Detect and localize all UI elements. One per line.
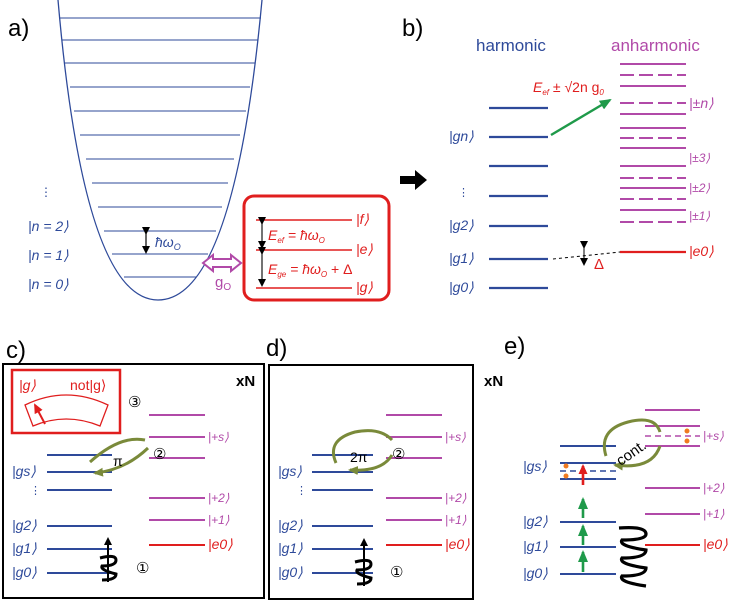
panel-d-label: d) bbox=[266, 335, 287, 362]
d-drive-coil bbox=[354, 558, 373, 586]
c-ket-plus-1: |+1⟩ bbox=[208, 513, 230, 527]
d-ket-gs: |gs⟩ bbox=[278, 463, 302, 479]
e-ket-plus-2: |+2⟩ bbox=[703, 481, 725, 495]
e-ket-g0: |g0⟩ bbox=[523, 565, 548, 581]
harmonic-ellipsis: ⋮ bbox=[458, 187, 469, 199]
atom-box bbox=[242, 194, 391, 302]
panel-a-label: a) bbox=[8, 15, 29, 42]
c-ket-g1: |g1⟩ bbox=[12, 540, 37, 556]
panel-a: a) ⋮ |n = 2⟩ |n = 1⟩ |n = 0⟩ ħωO gO bbox=[8, 0, 391, 302]
ket-n0: |n = 0⟩ bbox=[28, 276, 69, 292]
d-step2: ② bbox=[392, 446, 405, 463]
ket-e0: |e0⟩ bbox=[689, 243, 714, 259]
cont-loop bbox=[602, 418, 662, 466]
ket-pm-1: |±1⟩ bbox=[689, 209, 710, 223]
ket-gn: |gn⟩ bbox=[449, 128, 474, 144]
pi-label: π bbox=[113, 453, 123, 469]
detuning-label: Δ bbox=[594, 256, 604, 273]
panel-e-label: e) bbox=[504, 333, 525, 360]
panel-d-frame bbox=[268, 364, 474, 600]
ket-f: |f⟩ bbox=[356, 211, 370, 227]
d-ket-plus-s: |+s⟩ bbox=[445, 430, 466, 444]
c-step2: ② bbox=[153, 446, 166, 463]
c-ket-gs: |gs⟩ bbox=[12, 463, 36, 479]
anharmonic-title: anharmonic bbox=[611, 36, 700, 55]
e-ket-g1: |g1⟩ bbox=[523, 538, 548, 554]
green-transition-arrow bbox=[550, 98, 612, 137]
ege-equation: Ege = ħωO + Δ bbox=[268, 261, 352, 279]
spacing-label: ħωO bbox=[155, 234, 181, 252]
ket-e: |e⟩ bbox=[356, 241, 373, 257]
e-ket-plus-s: |+s⟩ bbox=[703, 429, 724, 443]
ket-g0: |g0⟩ bbox=[449, 279, 474, 295]
panel-c: c) xN |g⟩ not|g⟩ ③ |gs⟩ ⋮ |g2⟩ |g1⟩ |g0⟩ bbox=[2, 337, 265, 599]
c-ket-g2: |g2⟩ bbox=[12, 517, 37, 533]
panel-transition-arrow bbox=[400, 170, 427, 190]
panel-c-xn: xN bbox=[236, 373, 255, 390]
two-pi-label: 2π bbox=[350, 449, 368, 465]
meter-arc bbox=[24, 394, 109, 427]
panel-c-label: c) bbox=[6, 337, 26, 364]
c-ellipsis: ⋮ bbox=[30, 485, 41, 497]
e-drive-coil bbox=[618, 526, 648, 588]
two-pi-loop bbox=[331, 429, 394, 471]
eef-equation: Eef = ħωO bbox=[268, 227, 325, 245]
ket-g: |g⟩ bbox=[356, 279, 373, 295]
ket-pm-n: |±n⟩ bbox=[689, 95, 714, 111]
ket-g2: |g2⟩ bbox=[449, 217, 474, 233]
inset-g: |g⟩ bbox=[19, 377, 36, 393]
c-ket-plus-2: |+2⟩ bbox=[208, 491, 230, 505]
ket-g1: |g1⟩ bbox=[449, 250, 474, 266]
panel-c-frame bbox=[2, 363, 265, 599]
harmonic-title: harmonic bbox=[476, 36, 546, 55]
c-step1: ① bbox=[136, 560, 149, 577]
e-ket-g2: |g2⟩ bbox=[523, 513, 548, 529]
detuning-guide bbox=[552, 251, 621, 260]
oscillator-levels bbox=[59, 17, 261, 278]
d-ket-e0: |e0⟩ bbox=[445, 536, 470, 552]
d-ket-plus-1: |+1⟩ bbox=[445, 513, 467, 527]
ket-pm-2: |±2⟩ bbox=[689, 181, 710, 195]
panel-d-xn: xN bbox=[484, 373, 503, 390]
levels-ellipsis: ⋮ bbox=[40, 185, 52, 199]
e-ket-e0: |e0⟩ bbox=[703, 536, 728, 552]
step3: ③ bbox=[128, 394, 141, 411]
pi-pulse-arc bbox=[90, 437, 150, 473]
e-ket-gs: |gs⟩ bbox=[523, 458, 547, 474]
inset-not-g: not|g⟩ bbox=[70, 377, 106, 393]
c-ket-e0: |e0⟩ bbox=[208, 536, 233, 552]
c-ket-plus-s: |+s⟩ bbox=[208, 430, 229, 444]
d-ket-plus-2: |+2⟩ bbox=[445, 491, 467, 505]
e-ket-plus-1: |+1⟩ bbox=[703, 507, 725, 521]
panel-d: d) xN |gs⟩ ⋮ |g2⟩ |g1⟩ |g0⟩ |+s⟩ |+2⟩ |+… bbox=[266, 335, 503, 600]
e-population-dots bbox=[563, 463, 569, 479]
panel-e: e) |gs⟩ |g2⟩ |g1⟩ |g0⟩ bbox=[504, 333, 728, 588]
panel-b-label: b) bbox=[402, 15, 423, 42]
panel-b: b) harmonic anharmonic Eef ± √2n g0 |gn⟩… bbox=[402, 15, 714, 295]
d-ket-g1: |g1⟩ bbox=[278, 540, 303, 556]
d-ket-g2: |g2⟩ bbox=[278, 517, 303, 533]
d-ket-g0: |g0⟩ bbox=[278, 564, 303, 580]
d-ellipsis: ⋮ bbox=[296, 485, 307, 497]
coupling-arrow bbox=[201, 252, 243, 274]
energy-splitting-label: Eef ± √2n g0 bbox=[533, 79, 604, 97]
coupling-label: gO bbox=[215, 274, 231, 293]
ket-n1: |n = 1⟩ bbox=[28, 247, 69, 263]
potential-well bbox=[57, 0, 263, 301]
ket-pm-3: |±3⟩ bbox=[689, 151, 710, 165]
c-drive-coil bbox=[99, 554, 118, 582]
e-plus-s-dots bbox=[684, 428, 690, 444]
meter-needle bbox=[34, 403, 46, 425]
ket-n2: |n = 2⟩ bbox=[28, 218, 69, 234]
c-ket-g0: |g0⟩ bbox=[12, 564, 37, 580]
d-step1: ① bbox=[390, 564, 403, 581]
